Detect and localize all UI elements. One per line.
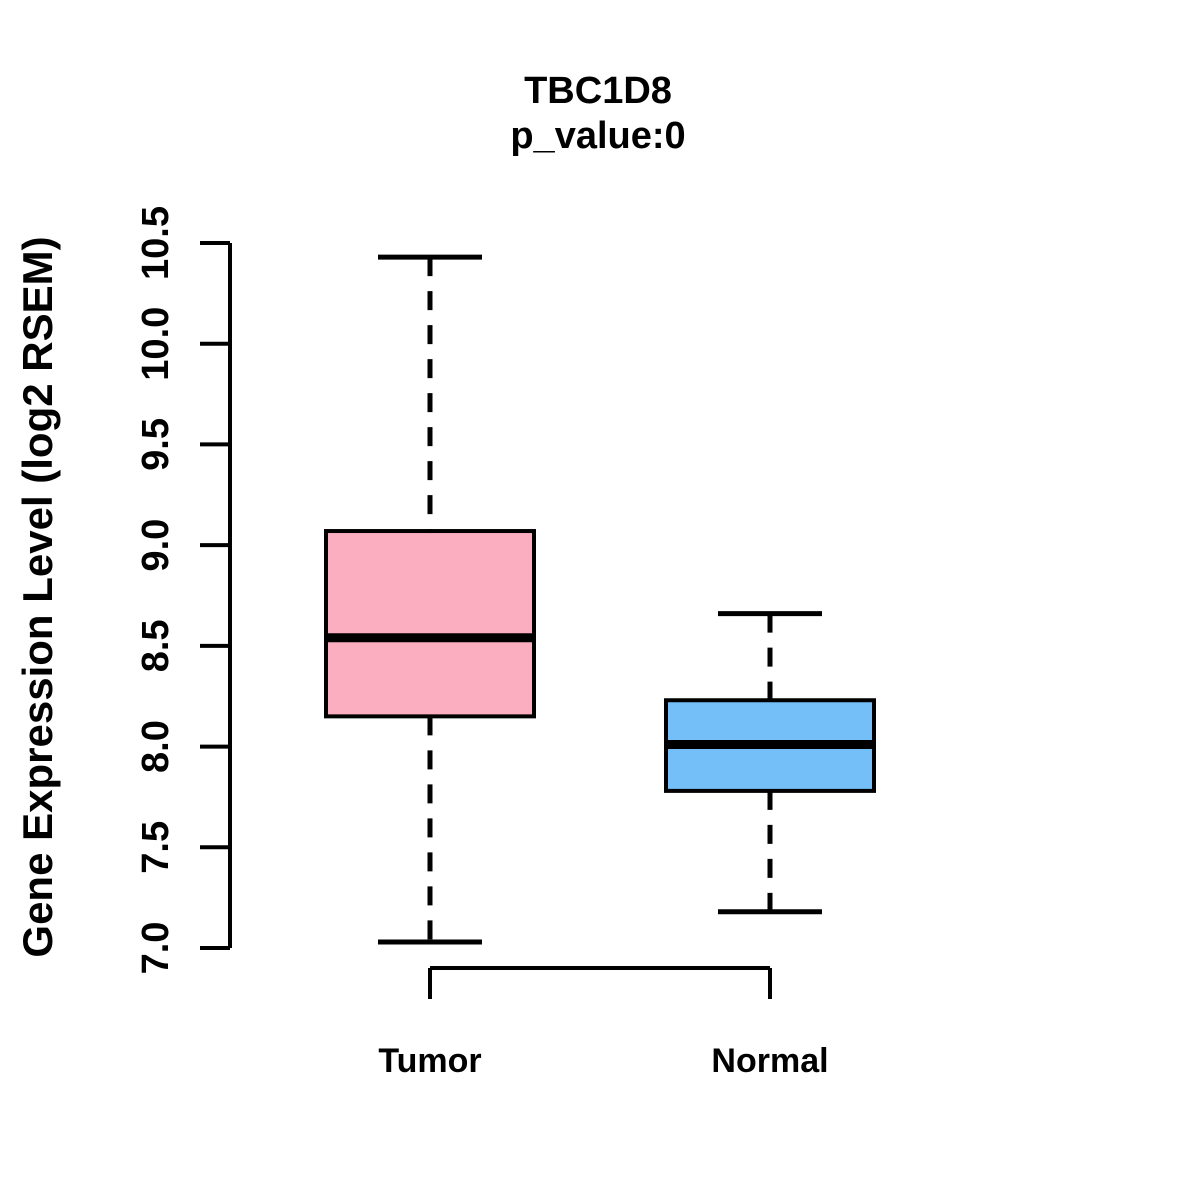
y-axis-tick-label: 7.5: [135, 821, 177, 874]
y-axis-tick-label: 10.0: [135, 307, 177, 381]
y-axis-tick-label: 7.0: [135, 922, 177, 975]
y-axis-label: Gene Expression Level (log2 RSEM): [14, 236, 61, 957]
y-axis-tick-label: 10.5: [135, 206, 177, 280]
box-group-normal: [664, 611, 876, 915]
chart-subtitle-pvalue: p_value:0: [510, 115, 685, 157]
y-axis: 7.0 7.5 8.0 8.5 9.0 9.5 10.0 10.5: [135, 206, 232, 975]
y-axis-tick-label: 8.5: [135, 619, 177, 672]
y-axis-tick-label: 8.0: [135, 720, 177, 773]
iqr-box-tumor: [324, 529, 536, 719]
y-axis-tick-label: 9.5: [135, 418, 177, 471]
y-axis-tick-label: 9.0: [135, 519, 177, 572]
chart-title: TBC1D8: [524, 70, 672, 112]
x-axis-label-tumor: Tumor: [378, 1042, 481, 1080]
x-axis-label-normal: Normal: [711, 1042, 828, 1080]
box-groups: [324, 254, 876, 945]
box-group-tumor: [324, 254, 536, 945]
x-axis: Tumor Normal: [378, 966, 829, 1080]
